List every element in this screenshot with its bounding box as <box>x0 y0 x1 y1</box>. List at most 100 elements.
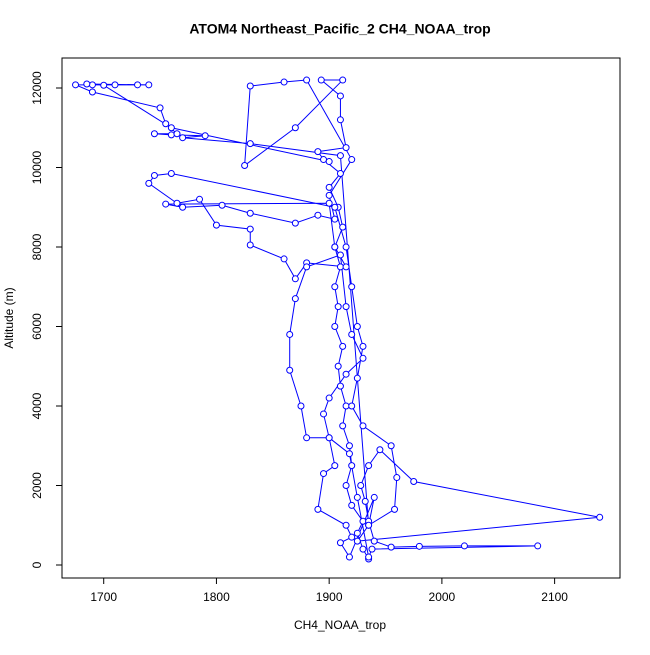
data-point <box>145 81 153 89</box>
data-point <box>246 225 254 233</box>
data-point <box>336 382 344 390</box>
data-point <box>280 78 288 86</box>
data-point <box>303 263 311 271</box>
data-point <box>325 191 333 199</box>
data-point <box>336 92 344 100</box>
data-point <box>336 116 344 124</box>
data-point <box>320 470 328 478</box>
y-tick-label: 2000 <box>30 472 44 499</box>
data-point <box>156 104 164 112</box>
data-point <box>370 537 378 545</box>
data-point <box>336 251 344 259</box>
data-point <box>353 493 361 501</box>
data-point <box>325 183 333 191</box>
y-tick-label: 8000 <box>30 233 44 260</box>
data-point <box>297 402 305 410</box>
data-point <box>365 521 373 529</box>
data-point <box>173 130 181 138</box>
y-tick-label: 6000 <box>30 313 44 340</box>
data-point <box>314 148 322 156</box>
data-point <box>83 80 91 88</box>
data-point <box>173 199 181 207</box>
data-point <box>336 263 344 271</box>
data-point <box>320 156 328 164</box>
y-tick-label: 12000 <box>30 71 44 105</box>
data-point <box>167 124 175 132</box>
data-point <box>393 474 401 482</box>
data-point <box>317 76 325 84</box>
data-point <box>353 529 361 537</box>
data-point <box>342 402 350 410</box>
data-point <box>331 215 339 223</box>
data-point <box>291 124 299 132</box>
data-point <box>353 323 361 331</box>
data-point <box>345 553 353 561</box>
data-point <box>359 517 367 525</box>
data-point <box>291 219 299 227</box>
data-point <box>357 482 365 490</box>
data-point <box>348 462 356 470</box>
data-point <box>246 82 254 90</box>
data-point <box>325 199 333 207</box>
y-tick-label: 0 <box>30 561 44 568</box>
data-point <box>387 543 395 551</box>
data-point <box>241 162 249 170</box>
data-point <box>391 505 399 513</box>
data-point <box>376 446 384 454</box>
data-point <box>342 482 350 490</box>
data-point <box>162 120 170 128</box>
data-point <box>280 255 288 263</box>
data-point <box>387 442 395 450</box>
data-point <box>348 156 356 164</box>
data-point <box>345 442 353 450</box>
data-point <box>348 402 356 410</box>
chart-title: ATOM4 Northeast_Pacific_2 CH4_NOAA_trop <box>189 21 490 37</box>
data-point <box>336 152 344 160</box>
data-point <box>320 410 328 418</box>
data-point <box>370 493 378 501</box>
data-point <box>331 323 339 331</box>
data-point <box>353 374 361 382</box>
data-point <box>339 223 347 231</box>
data-point <box>88 88 96 96</box>
data-point <box>348 330 356 338</box>
data-point <box>212 221 220 229</box>
data-point <box>534 542 542 550</box>
data-point <box>336 539 344 547</box>
data-point <box>415 542 423 550</box>
data-point <box>246 241 254 249</box>
data-point <box>246 140 254 148</box>
data-point <box>72 81 80 89</box>
data-point <box>331 283 339 291</box>
data-point <box>410 478 418 486</box>
data-point <box>334 362 342 370</box>
data-point <box>359 354 367 362</box>
data-point <box>179 203 187 211</box>
data-point <box>353 537 361 545</box>
data-point <box>331 462 339 470</box>
x-tick-label: 1800 <box>203 590 230 604</box>
data-point <box>291 295 299 303</box>
data-point <box>361 497 369 505</box>
data-point <box>348 501 356 509</box>
data-point <box>460 542 468 550</box>
data-point <box>179 134 187 142</box>
data-point <box>339 342 347 350</box>
data-point <box>196 195 204 203</box>
data-point <box>167 131 175 139</box>
data-point <box>342 263 350 271</box>
data-point <box>359 342 367 350</box>
data-point <box>325 434 333 442</box>
data-point <box>303 434 311 442</box>
data-point <box>336 169 344 177</box>
data-point <box>342 521 350 529</box>
data-point <box>150 171 158 179</box>
data-point <box>303 76 311 84</box>
data-point <box>342 303 350 311</box>
data-point <box>596 513 604 521</box>
data-point <box>348 283 356 291</box>
data-point <box>342 370 350 378</box>
data-point <box>359 545 367 553</box>
